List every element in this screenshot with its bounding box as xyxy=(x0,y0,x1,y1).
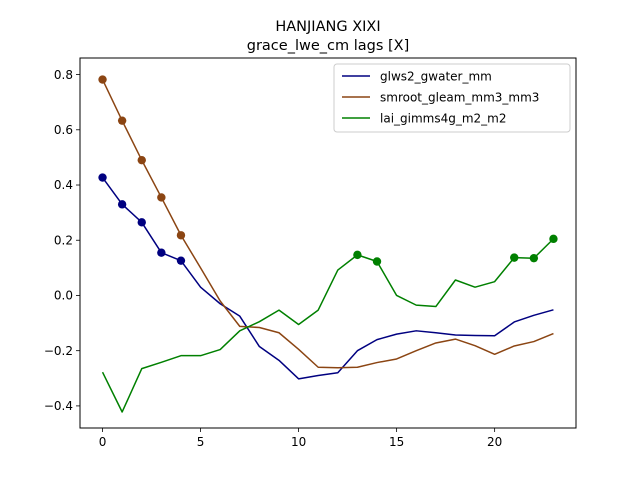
legend-label-smroot_gleam_mm3_mm3: smroot_gleam_mm3_mm3 xyxy=(380,90,539,104)
data-point-lai_gimms4g_m2_m2-23 xyxy=(549,234,558,244)
x-tick-label-10: 10 xyxy=(291,435,306,449)
legend-box xyxy=(333,63,571,133)
x-tick-label-20: 20 xyxy=(487,435,502,449)
y-tick-label-0.2: 0.2 xyxy=(54,233,73,247)
data-point-glws2_gwater_mm-0 xyxy=(98,173,107,182)
series-glws2_gwater_mm xyxy=(98,173,554,380)
y-tick-label--0.2: −0.2 xyxy=(44,344,73,358)
series-smroot_gleam_mm3_mm3 xyxy=(98,75,554,369)
legend-label-lai_gimms4g_m2_m2: lai_gimms4g_m2_m2 xyxy=(380,111,507,125)
data-point-smroot_gleam_mm3_mm3-2 xyxy=(137,155,146,165)
y-tick-label--0.4: −0.4 xyxy=(44,399,73,413)
data-point-lai_gimms4g_m2_m2-13 xyxy=(353,250,362,260)
series-line-smroot_gleam_mm3_mm3 xyxy=(101,79,554,369)
data-point-smroot_gleam_mm3_mm3-4 xyxy=(176,231,186,240)
data-point-glws2_gwater_mm-1 xyxy=(117,200,127,209)
data-point-lai_gimms4g_m2_m2-21 xyxy=(510,253,519,262)
data-point-smroot_gleam_mm3_mm3-0 xyxy=(98,75,107,84)
y-tick-label-0.4: 0.4 xyxy=(54,178,73,192)
chart-subtitle: grace_lwe_cm lags [X] xyxy=(247,38,410,54)
data-point-lai_gimms4g_m2_m2-14 xyxy=(372,257,382,266)
data-point-glws2_gwater_mm-3 xyxy=(157,248,166,257)
data-point-glws2_gwater_mm-2 xyxy=(137,218,146,227)
series-line-lai_gimms4g_m2_m2 xyxy=(101,238,554,413)
legend: glws2_gwater_mm smroot_gleam_mm3_mm3 lai_g… xyxy=(333,63,571,133)
plot-area xyxy=(98,75,558,413)
data-point-smroot_gleam_mm3_mm3-1 xyxy=(117,116,127,125)
chart-title: HANJIANG XIXI xyxy=(275,19,380,35)
data-point-smroot_gleam_mm3_mm3-3 xyxy=(157,193,166,202)
legend-item-glws2_gwater_mm: glws2_gwater_mm xyxy=(342,69,492,83)
data-point-lai_gimms4g_m2_m2-22 xyxy=(529,253,539,263)
x-tick-label-0: 0 xyxy=(99,435,107,449)
legend-item-lai_gimms4g_m2_m2: lai_gimms4g_m2_m2 xyxy=(342,111,507,125)
legend-item-smroot_gleam_mm3_mm3: smroot_gleam_mm3_mm3 xyxy=(342,90,539,104)
series-lai_gimms4g_m2_m2 xyxy=(101,234,558,413)
x-tick-label-5: 5 xyxy=(197,435,205,449)
x-tick-label-15: 15 xyxy=(389,435,404,449)
axis-ticks: 0 5 10 15 20 −0.4 −0.2 0.0 0.2 0.4 0.6 0.8 xyxy=(44,68,502,449)
data-point-glws2_gwater_mm-4 xyxy=(176,256,186,265)
y-tick-label-0: 0.0 xyxy=(54,289,73,303)
y-tick-label-0.8: 0.8 xyxy=(54,68,73,82)
legend-label-glws2_gwater_mm: glws2_gwater_mm xyxy=(380,69,492,83)
y-tick-label-0.6: 0.6 xyxy=(54,123,73,137)
axes-frame xyxy=(79,57,577,429)
